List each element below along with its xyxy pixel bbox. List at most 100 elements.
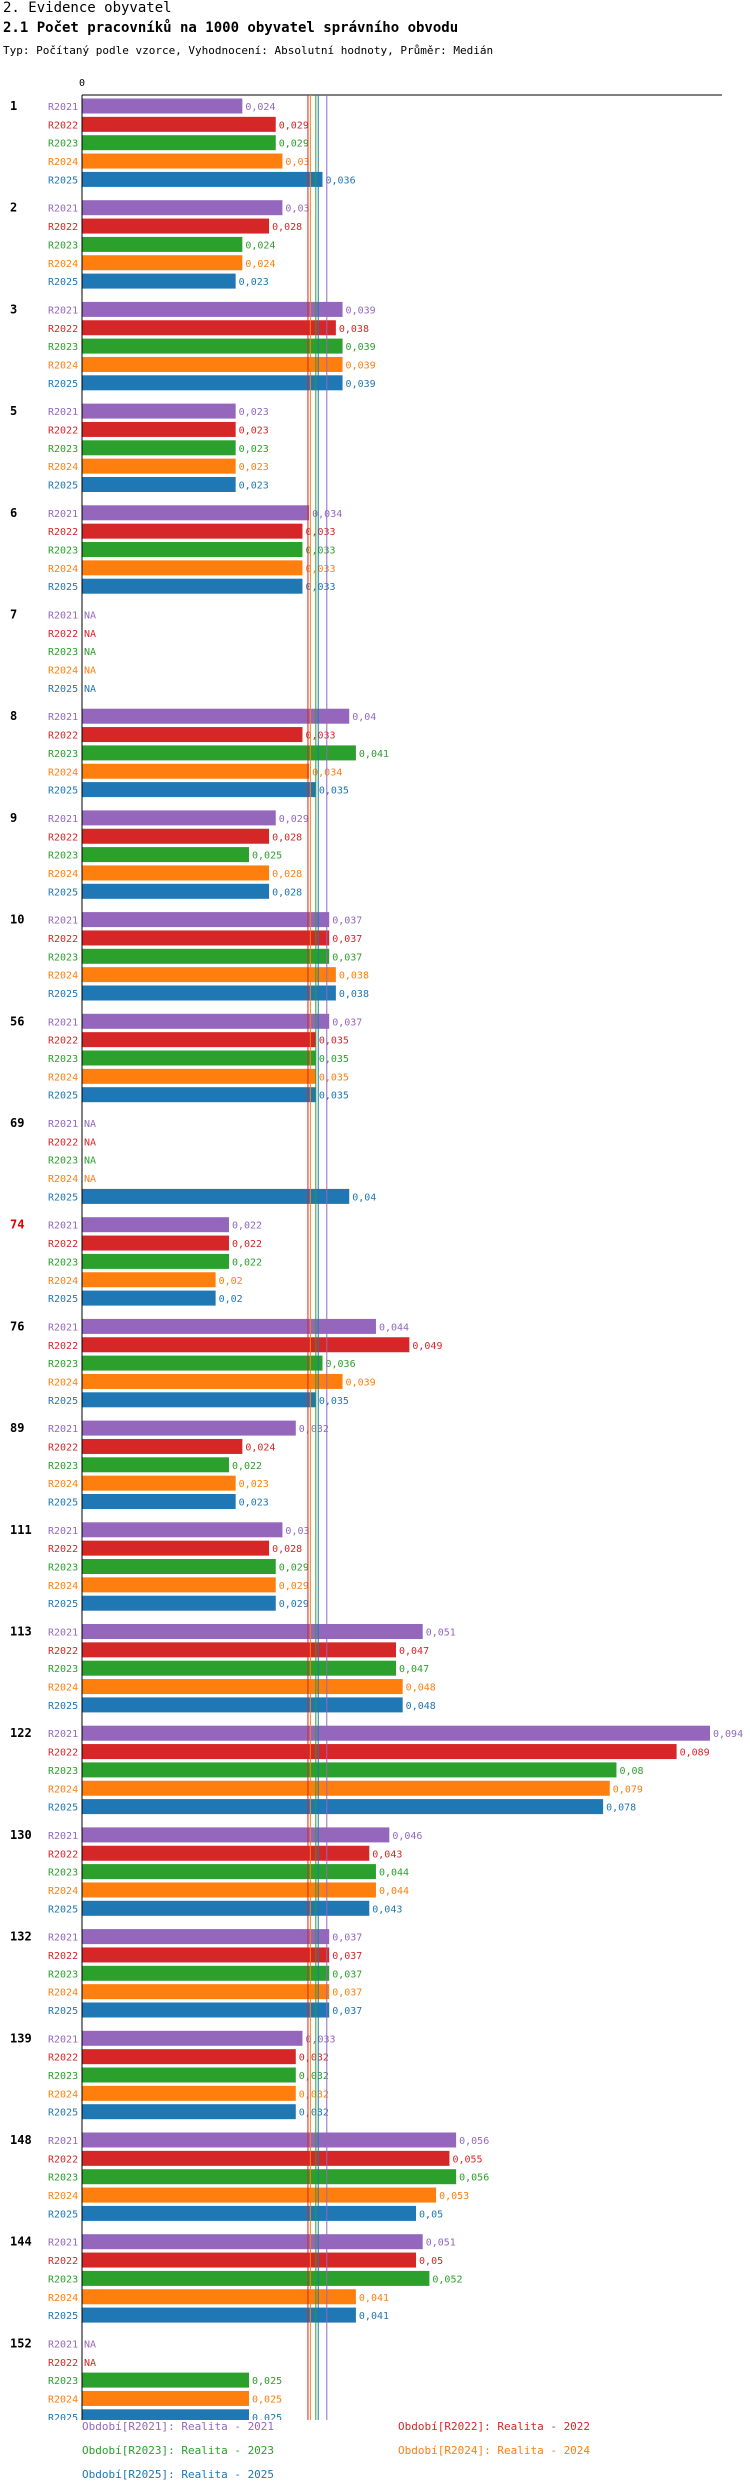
series-label: R2024 bbox=[48, 1479, 78, 1490]
series-label: R2025 bbox=[48, 1192, 78, 1203]
series-label: R2022 bbox=[48, 527, 78, 538]
series-label: R2024 bbox=[48, 360, 78, 371]
bar bbox=[82, 116, 276, 132]
series-label: R2022 bbox=[48, 832, 78, 843]
bar bbox=[82, 273, 236, 289]
series-label: R2024 bbox=[48, 1174, 78, 1185]
data-label: 0,025 bbox=[252, 851, 282, 862]
series-label: R2022 bbox=[48, 1849, 78, 1860]
bar bbox=[82, 967, 336, 983]
bar bbox=[82, 1068, 316, 1084]
bar bbox=[82, 1540, 270, 1556]
data-label: 0,078 bbox=[606, 1803, 636, 1814]
data-label: 0,044 bbox=[379, 1868, 409, 1879]
series-label: R2023 bbox=[48, 1766, 78, 1777]
bar bbox=[82, 458, 236, 474]
bar bbox=[82, 1457, 229, 1473]
series-label: R2021 bbox=[48, 509, 78, 520]
bar bbox=[82, 1900, 370, 1916]
series-label: R2025 bbox=[48, 1091, 78, 1102]
data-label: 0,039 bbox=[346, 360, 376, 371]
bar bbox=[82, 2067, 296, 2083]
data-label: 0,023 bbox=[239, 444, 269, 455]
bar bbox=[82, 1235, 229, 1251]
bar bbox=[82, 883, 270, 899]
series-label: R2021 bbox=[48, 1119, 78, 1130]
bar bbox=[82, 98, 243, 114]
axis-zero-label: 0 bbox=[79, 78, 85, 89]
series-label: R2022 bbox=[48, 222, 78, 233]
bar bbox=[82, 2187, 437, 2203]
data-label: 0,033 bbox=[305, 2034, 335, 2045]
series-label: R2023 bbox=[48, 1664, 78, 1675]
data-label: 0,044 bbox=[379, 1886, 409, 1897]
group-label: 76 bbox=[10, 1319, 24, 1333]
data-label: 0,023 bbox=[239, 425, 269, 436]
data-label: 0,048 bbox=[406, 1683, 436, 1694]
series-label: R2022 bbox=[48, 2053, 78, 2064]
data-label: 0,028 bbox=[272, 887, 302, 898]
bar bbox=[82, 2150, 450, 2166]
series-label: R2024 bbox=[48, 1988, 78, 1999]
data-label: 0,037 bbox=[332, 2006, 362, 2017]
series-label: R2021 bbox=[48, 1526, 78, 1537]
bar bbox=[82, 1522, 283, 1538]
series-label: R2022 bbox=[48, 120, 78, 131]
data-label: NA bbox=[84, 611, 96, 622]
data-label: 0,035 bbox=[319, 1054, 349, 1065]
data-label: 0,041 bbox=[359, 2293, 389, 2304]
data-label: 0,033 bbox=[305, 731, 335, 742]
data-label: 0,022 bbox=[232, 1239, 262, 1250]
bar bbox=[82, 1494, 236, 1509]
series-label: R2025 bbox=[48, 887, 78, 898]
series-label: R2022 bbox=[48, 629, 78, 640]
series-label: R2021 bbox=[48, 1322, 78, 1333]
data-label: 0,029 bbox=[279, 1599, 309, 1610]
series-label: R2024 bbox=[48, 157, 78, 168]
bar bbox=[82, 2002, 330, 2018]
bar bbox=[82, 255, 243, 271]
data-label: 0,046 bbox=[392, 1831, 422, 1842]
data-label: 0,035 bbox=[319, 1072, 349, 1083]
group-label: 113 bbox=[10, 1625, 32, 1639]
data-label: 0,037 bbox=[332, 1988, 362, 1999]
bar bbox=[82, 1780, 610, 1796]
series-label: R2024 bbox=[48, 1377, 78, 1388]
group-label: 7 bbox=[10, 608, 17, 622]
series-label: R2025 bbox=[48, 2311, 78, 2322]
bar bbox=[82, 1697, 403, 1713]
bar bbox=[82, 847, 250, 863]
series-label: R2022 bbox=[48, 2358, 78, 2369]
legend-period: Období[R2025]: Realita - 2025 bbox=[82, 2468, 275, 2481]
bar bbox=[82, 1272, 216, 1288]
data-label: 0,037 bbox=[332, 1951, 362, 1962]
bar bbox=[82, 2372, 250, 2388]
data-label: 0,033 bbox=[305, 546, 335, 557]
series-label: R2025 bbox=[48, 2108, 78, 2119]
series-label: R2021 bbox=[48, 2034, 78, 2045]
series-label: R2024 bbox=[48, 462, 78, 473]
data-label: 0,028 bbox=[272, 1544, 302, 1555]
series-label: R2023 bbox=[48, 1969, 78, 1980]
series-label: R2021 bbox=[48, 1729, 78, 1740]
data-label: 0,041 bbox=[359, 2311, 389, 2322]
bar bbox=[82, 1253, 229, 1269]
bar bbox=[82, 1965, 330, 1981]
group-label: 8 bbox=[10, 709, 17, 723]
series-label: R2024 bbox=[48, 2089, 78, 2100]
data-label: 0,053 bbox=[439, 2191, 469, 2202]
series-label: R2025 bbox=[48, 989, 78, 1000]
bar bbox=[82, 2205, 417, 2221]
data-label: 0,035 bbox=[319, 1396, 349, 1407]
legend-period: Období[R2024]: Realita - 2024 bbox=[398, 2444, 591, 2457]
bar bbox=[82, 1373, 343, 1389]
series-label: R2024 bbox=[48, 767, 78, 778]
bar bbox=[82, 1799, 604, 1815]
data-label: 0,029 bbox=[279, 1581, 309, 1592]
series-label: R2022 bbox=[48, 1748, 78, 1759]
data-label: 0,024 bbox=[245, 102, 275, 113]
series-label: R2022 bbox=[48, 1036, 78, 1047]
series-label: R2024 bbox=[48, 1581, 78, 1592]
data-label: 0,036 bbox=[326, 175, 356, 186]
bar bbox=[82, 745, 356, 761]
